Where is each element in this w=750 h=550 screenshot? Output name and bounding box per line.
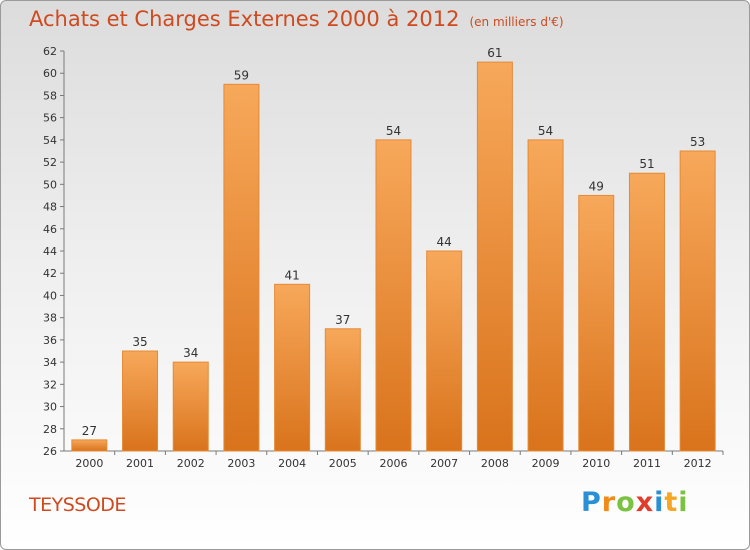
bar bbox=[426, 250, 463, 452]
y-tick-label: 28 bbox=[43, 423, 57, 436]
logo-letter: P bbox=[581, 487, 602, 518]
bar bbox=[628, 172, 665, 452]
bar-value-label: 59 bbox=[234, 68, 249, 82]
bar-value-label: 35 bbox=[132, 335, 147, 349]
logo-letter: i bbox=[654, 487, 665, 518]
y-tick-label: 46 bbox=[43, 223, 57, 236]
bar-value-label: 27 bbox=[82, 424, 97, 438]
commune-name: TEYSSODE bbox=[29, 494, 126, 516]
y-tick-label: 56 bbox=[43, 112, 57, 125]
chart-title: Achats et Charges Externes 2000 à 2012 bbox=[29, 7, 460, 31]
x-tick-label: 2002 bbox=[177, 457, 205, 470]
bar bbox=[223, 83, 260, 452]
x-tick-label: 2006 bbox=[380, 457, 408, 470]
bar bbox=[274, 283, 311, 452]
x-tick-label: 2001 bbox=[126, 457, 154, 470]
proxiti-logo: Proxiti bbox=[581, 487, 689, 518]
y-tick-label: 62 bbox=[43, 45, 57, 58]
bar bbox=[122, 350, 159, 452]
y-tick-label: 54 bbox=[43, 134, 57, 147]
y-tick-label: 60 bbox=[43, 67, 57, 80]
bar-value-label: 34 bbox=[183, 346, 198, 360]
x-tick-label: 2005 bbox=[329, 457, 357, 470]
y-tick-label: 44 bbox=[43, 245, 57, 258]
logo-letter: x bbox=[635, 487, 655, 518]
y-tick-label: 42 bbox=[43, 267, 57, 280]
bar bbox=[71, 439, 108, 452]
x-tick-label: 2007 bbox=[430, 457, 458, 470]
bar-value-label: 61 bbox=[487, 46, 502, 60]
bar-value-label: 51 bbox=[639, 157, 654, 171]
y-tick-label: 40 bbox=[43, 289, 57, 302]
bar bbox=[578, 194, 615, 452]
y-tick-label: 48 bbox=[43, 201, 57, 214]
bar bbox=[375, 139, 412, 452]
y-tick-label: 58 bbox=[43, 89, 57, 102]
bar-value-label: 54 bbox=[386, 124, 401, 138]
y-tick-label: 50 bbox=[43, 178, 57, 191]
y-axis: 26 28 30 32 34 36 38 40 42 44 46 48 50 52 54 56 58 60 62 bbox=[43, 45, 65, 458]
x-tick-label: 2009 bbox=[532, 457, 560, 470]
bars: 27 35 34 59 41 37 54 44 61 54 49 51 53 bbox=[71, 46, 716, 452]
bar-value-label: 37 bbox=[335, 313, 350, 327]
x-tick-label: 2010 bbox=[582, 457, 610, 470]
bar-value-label: 44 bbox=[437, 235, 452, 249]
x-tick-label: 2012 bbox=[684, 457, 712, 470]
y-tick-label: 34 bbox=[43, 356, 57, 369]
logo-letter: t bbox=[664, 487, 679, 518]
bar-value-label: 49 bbox=[589, 179, 604, 193]
logo-letter: o bbox=[616, 487, 636, 518]
y-tick-label: 38 bbox=[43, 312, 57, 325]
logo-letter: i bbox=[678, 487, 689, 518]
y-tick-label: 52 bbox=[43, 156, 57, 169]
bar-value-label: 53 bbox=[690, 135, 705, 149]
bar bbox=[324, 328, 361, 452]
x-tick-label: 2011 bbox=[633, 457, 661, 470]
x-tick-label: 2003 bbox=[227, 457, 255, 470]
bar bbox=[172, 361, 209, 452]
y-tick-label: 36 bbox=[43, 334, 57, 347]
x-tick-label: 2000 bbox=[75, 457, 103, 470]
bar-value-label: 54 bbox=[538, 124, 553, 138]
title-row: Achats et Charges Externes 2000 à 2012 (e… bbox=[29, 7, 564, 31]
y-tick-label: 30 bbox=[43, 401, 57, 414]
bar bbox=[476, 61, 513, 452]
logo-letter: r bbox=[601, 487, 617, 518]
x-tick-label: 2008 bbox=[481, 457, 509, 470]
bar-value-label: 41 bbox=[284, 268, 299, 282]
bar bbox=[679, 150, 716, 452]
x-axis: 2000 2001 2002 2003 2004 2005 2006 2007 2008 2009… bbox=[64, 450, 724, 470]
chart-unit: (en milliers d'€) bbox=[469, 15, 564, 29]
y-tick-label: 32 bbox=[43, 378, 57, 391]
bar bbox=[527, 139, 564, 452]
y-tick-label: 26 bbox=[43, 445, 57, 458]
x-tick-label: 2004 bbox=[278, 457, 306, 470]
